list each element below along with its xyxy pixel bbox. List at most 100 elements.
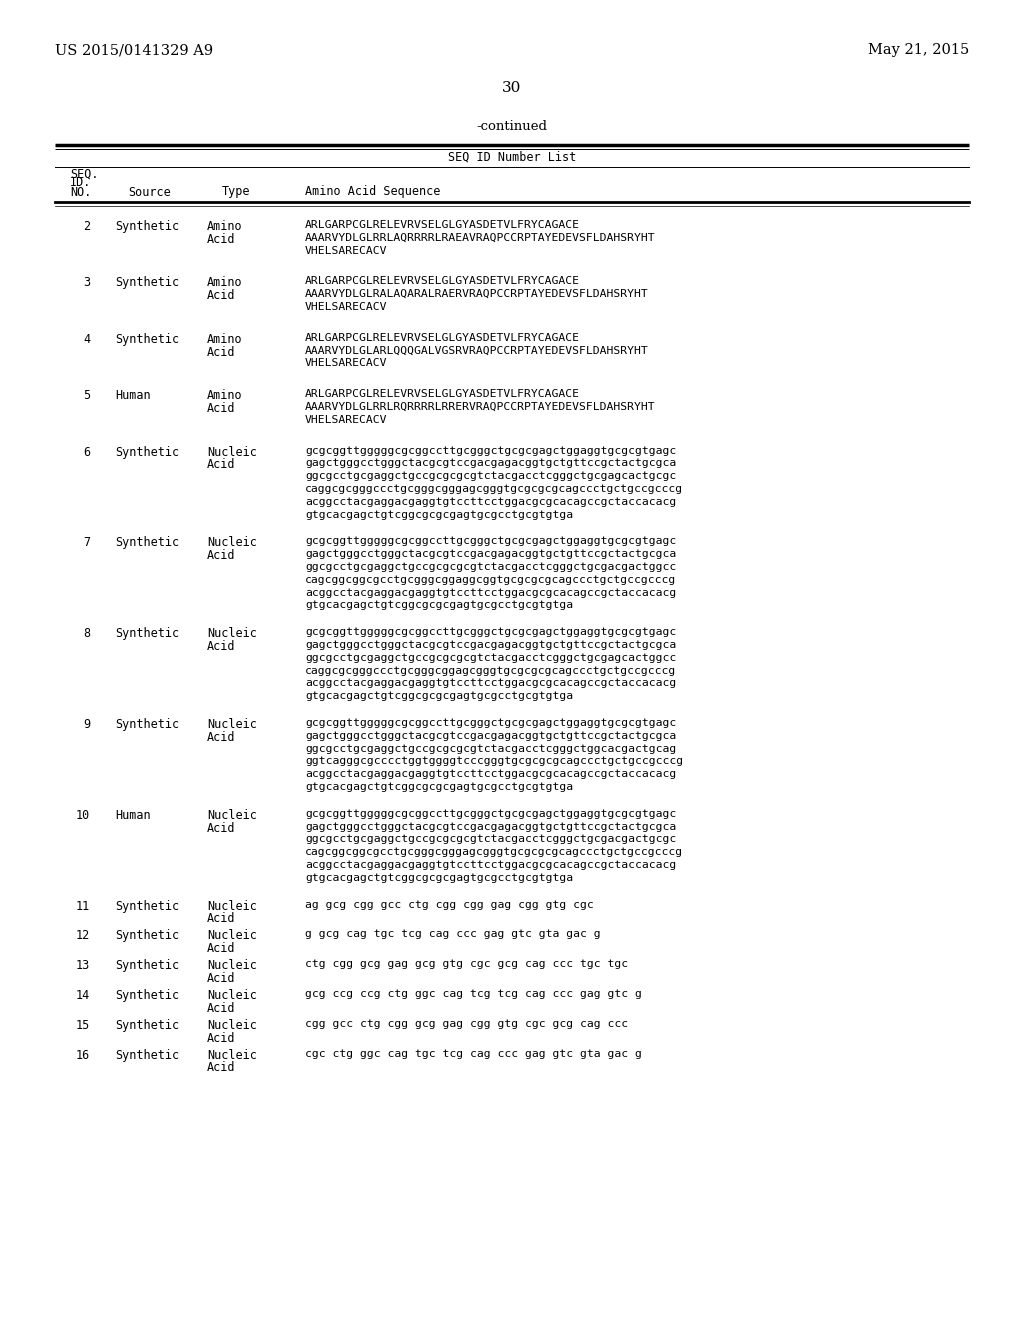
- Text: 16: 16: [76, 1048, 90, 1061]
- Text: Synthetic: Synthetic: [115, 627, 179, 640]
- Text: Nucleic: Nucleic: [207, 809, 257, 822]
- Text: Synthetic: Synthetic: [115, 960, 179, 973]
- Text: Synthetic: Synthetic: [115, 718, 179, 731]
- Text: VHELSARECACV: VHELSARECACV: [305, 246, 387, 256]
- Text: 2: 2: [83, 220, 90, 234]
- Text: gagctgggcctgggctacgcgtccgacgagacggtgctgttccgctactgcgca: gagctgggcctgggctacgcgtccgacgagacggtgctgt…: [305, 821, 676, 832]
- Text: ggcgcctgcgaggctgccgcgcgcgtctacgacctcgggctgcgagcactggcc: ggcgcctgcgaggctgccgcgcgcgtctacgacctcgggc…: [305, 653, 676, 663]
- Text: VHELSARECACV: VHELSARECACV: [305, 359, 387, 368]
- Text: gtgcacgagctgtcggcgcgcgagtgcgcctgcgtgtga: gtgcacgagctgtcggcgcgcgagtgcgcctgcgtgtga: [305, 601, 573, 610]
- Text: Synthetic: Synthetic: [115, 276, 179, 289]
- Text: cagcggcggcgcctgcgggcgggagcgggtgcgcgcgcagccctgctgccgcccg: cagcggcggcgcctgcgggcgggagcgggtgcgcgcgcag…: [305, 847, 683, 857]
- Text: acggcctacgaggacgaggtgtccttcctggacgcgcacagccgctaccacacg: acggcctacgaggacgaggtgtccttcctggacgcgcaca…: [305, 587, 676, 598]
- Text: Nucleic: Nucleic: [207, 960, 257, 973]
- Text: Acid: Acid: [207, 458, 236, 471]
- Text: gcgcggttgggggcgcggccttgcgggctgcgcgagctggaggtgcgcgtgagc: gcgcggttgggggcgcggccttgcgggctgcgcgagctgg…: [305, 809, 676, 818]
- Text: ggtcagggcgcccctggtggggtcccgggtgcgcgcgcagccctgctgccgcccg: ggtcagggcgcccctggtggggtcccgggtgcgcgcgcag…: [305, 756, 683, 767]
- Text: AAARVYDLGLRRLAQRRRRLRAEAVRAQPCCRPTAYEDEVSFLDAHSRYHT: AAARVYDLGLRRLAQRRRRLRAEAVRAQPCCRPTAYEDEV…: [305, 232, 655, 243]
- Text: ggcgcctgcgaggctgccgcgcgcgtctacgacctcgggctgcgacgactgcgc: ggcgcctgcgaggctgccgcgcgcgtctacgacctcgggc…: [305, 834, 676, 845]
- Text: 5: 5: [83, 389, 90, 403]
- Text: Acid: Acid: [207, 972, 236, 985]
- Text: ARLGARPCGLRELEVRVSELGLGYASDETVLFRYCAGACE: ARLGARPCGLRELEVRVSELGLGYASDETVLFRYCAGACE: [305, 389, 580, 399]
- Text: acggcctacgaggacgaggtgtccttcctggacgcgcacagccgctaccacacg: acggcctacgaggacgaggtgtccttcctggacgcgcaca…: [305, 861, 676, 870]
- Text: Nucleic: Nucleic: [207, 718, 257, 731]
- Text: gtgcacgagctgtcggcgcgcgagtgcgcctgcgtgtga: gtgcacgagctgtcggcgcgcgagtgcgcctgcgtgtga: [305, 873, 573, 883]
- Text: g gcg cag tgc tcg cag ccc gag gtc gta gac g: g gcg cag tgc tcg cag ccc gag gtc gta ga…: [305, 929, 601, 940]
- Text: AAARVYDLGLRRLRQRRRRLRRERVRAQPCCRPTAYEDEVSFLDAHSRYHT: AAARVYDLGLRRLRQRRRRLRRERVRAQPCCRPTAYEDEV…: [305, 403, 655, 412]
- Text: Amino Acid Sequence: Amino Acid Sequence: [305, 186, 440, 198]
- Text: Synthetic: Synthetic: [115, 929, 179, 942]
- Text: Acid: Acid: [207, 912, 236, 925]
- Text: SEQ.: SEQ.: [70, 168, 98, 181]
- Text: Nucleic: Nucleic: [207, 627, 257, 640]
- Text: 11: 11: [76, 900, 90, 912]
- Text: gagctgggcctgggctacgcgtccgacgagacggtgctgttccgctactgcgca: gagctgggcctgggctacgcgtccgacgagacggtgctgt…: [305, 731, 676, 741]
- Text: Nucleic: Nucleic: [207, 536, 257, 549]
- Text: ctg cgg gcg gag gcg gtg cgc gcg cag ccc tgc tgc: ctg cgg gcg gag gcg gtg cgc gcg cag ccc …: [305, 960, 628, 969]
- Text: gagctgggcctgggctacgcgtccgacgagacggtgctgttccgctactgcgca: gagctgggcctgggctacgcgtccgacgagacggtgctgt…: [305, 640, 676, 649]
- Text: Nucleic: Nucleic: [207, 900, 257, 912]
- Text: gcgcggttgggggcgcggccttgcgggctgcgcgagctggaggtgcgcgtgagc: gcgcggttgggggcgcggccttgcgggctgcgcgagctgg…: [305, 536, 676, 546]
- Text: Acid: Acid: [207, 640, 236, 653]
- Text: AAARVYDLGLARLQQQGALVGSRVRAQPCCRPTAYEDEVSFLDAHSRYHT: AAARVYDLGLARLQQQGALVGSRVRAQPCCRPTAYEDEVS…: [305, 346, 649, 355]
- Text: 14: 14: [76, 989, 90, 1002]
- Text: acggcctacgaggacgaggtgtccttcctggacgcgcacagccgctaccacacg: acggcctacgaggacgaggtgtccttcctggacgcgcaca…: [305, 770, 676, 779]
- Text: 9: 9: [83, 718, 90, 731]
- Text: cagcggcggcgcctgcgggcggaggcggtgcgcgcgcagccctgctgccgcccg: cagcggcggcgcctgcgggcggaggcggtgcgcgcgcagc…: [305, 574, 676, 585]
- Text: Amino: Amino: [207, 333, 243, 346]
- Text: gagctgggcctgggctacgcgtccgacgagacggtgctgttccgctactgcgca: gagctgggcctgggctacgcgtccgacgagacggtgctgt…: [305, 549, 676, 560]
- Text: VHELSARECACV: VHELSARECACV: [305, 302, 387, 312]
- Text: Synthetic: Synthetic: [115, 333, 179, 346]
- Text: acggcctacgaggacgaggtgtccttcctggacgcgcacagccgctaccacacg: acggcctacgaggacgaggtgtccttcctggacgcgcaca…: [305, 678, 676, 689]
- Text: 13: 13: [76, 960, 90, 973]
- Text: caggcgcgggccctgcgggcggagcgggtgcgcgcgcagccctgctgccgcccg: caggcgcgggccctgcgggcggagcgggtgcgcgcgcagc…: [305, 665, 676, 676]
- Text: 8: 8: [83, 627, 90, 640]
- Text: cgg gcc ctg cgg gcg gag cgg gtg cgc gcg cag ccc: cgg gcc ctg cgg gcg gag cgg gtg cgc gcg …: [305, 1019, 628, 1028]
- Text: ID.: ID.: [70, 177, 91, 190]
- Text: ag gcg cgg gcc ctg cgg cgg gag cgg gtg cgc: ag gcg cgg gcc ctg cgg cgg gag cgg gtg c…: [305, 900, 594, 909]
- Text: ggcgcctgcgaggctgccgcgcgcgtctacgacctcgggctgcgagcactgcgc: ggcgcctgcgaggctgccgcgcgcgtctacgacctcgggc…: [305, 471, 676, 482]
- Text: SEQ ID Number List: SEQ ID Number List: [447, 150, 577, 164]
- Text: AAARVYDLGLRALAQARALRAERVRAQPCCRPTAYEDEVSFLDAHSRYHT: AAARVYDLGLRALAQARALRAERVRAQPCCRPTAYEDEVS…: [305, 289, 649, 300]
- Text: 7: 7: [83, 536, 90, 549]
- Text: Source: Source: [128, 186, 171, 198]
- Text: gcgcggttgggggcgcggccttgcgggctgcgcgagctggaggtgcgcgtgagc: gcgcggttgggggcgcggccttgcgggctgcgcgagctgg…: [305, 446, 676, 455]
- Text: Acid: Acid: [207, 289, 236, 302]
- Text: Amino: Amino: [207, 276, 243, 289]
- Text: ARLGARPCGLRELEVRVSELGLGYASDETVLFRYCAGACE: ARLGARPCGLRELEVRVSELGLGYASDETVLFRYCAGACE: [305, 220, 580, 230]
- Text: May 21, 2015: May 21, 2015: [867, 44, 969, 57]
- Text: gcgcggttgggggcgcggccttgcgggctgcgcgagctggaggtgcgcgtgagc: gcgcggttgggggcgcggccttgcgggctgcgcgagctgg…: [305, 718, 676, 729]
- Text: Nucleic: Nucleic: [207, 1019, 257, 1032]
- Text: Acid: Acid: [207, 549, 236, 562]
- Text: Nucleic: Nucleic: [207, 989, 257, 1002]
- Text: Synthetic: Synthetic: [115, 446, 179, 458]
- Text: Acid: Acid: [207, 346, 236, 359]
- Text: -continued: -continued: [476, 120, 548, 133]
- Text: caggcgcgggccctgcgggcgggagcgggtgcgcgcgcagccctgctgccgcccg: caggcgcgggccctgcgggcgggagcgggtgcgcgcgcag…: [305, 484, 683, 494]
- Text: 4: 4: [83, 333, 90, 346]
- Text: VHELSARECACV: VHELSARECACV: [305, 414, 387, 425]
- Text: 3: 3: [83, 276, 90, 289]
- Text: cgc ctg ggc cag tgc tcg cag ccc gag gtc gta gac g: cgc ctg ggc cag tgc tcg cag ccc gag gtc …: [305, 1048, 642, 1059]
- Text: ARLGARPCGLRELEVRVSELGLGYASDETVLFRYCAGACE: ARLGARPCGLRELEVRVSELGLGYASDETVLFRYCAGACE: [305, 333, 580, 343]
- Text: Human: Human: [115, 389, 151, 403]
- Text: Synthetic: Synthetic: [115, 536, 179, 549]
- Text: Acid: Acid: [207, 1032, 236, 1044]
- Text: Type: Type: [222, 186, 251, 198]
- Text: ggcgcctgcgaggctgccgcgcgcgtctacgacctcgggctggcacgactgcag: ggcgcctgcgaggctgccgcgcgcgtctacgacctcgggc…: [305, 743, 676, 754]
- Text: gcgcggttgggggcgcggccttgcgggctgcgcgagctggaggtgcgcgtgagc: gcgcggttgggggcgcggccttgcgggctgcgcgagctgg…: [305, 627, 676, 638]
- Text: gtgcacgagctgtcggcgcgcgagtgcgcctgcgtgtga: gtgcacgagctgtcggcgcgcgagtgcgcctgcgtgtga: [305, 692, 573, 701]
- Text: Synthetic: Synthetic: [115, 220, 179, 234]
- Text: acggcctacgaggacgaggtgtccttcctggacgcgcacagccgctaccacacg: acggcctacgaggacgaggtgtccttcctggacgcgcaca…: [305, 496, 676, 507]
- Text: US 2015/0141329 A9: US 2015/0141329 A9: [55, 44, 213, 57]
- Text: Synthetic: Synthetic: [115, 1019, 179, 1032]
- Text: NO.: NO.: [70, 186, 91, 198]
- Text: Synthetic: Synthetic: [115, 900, 179, 912]
- Text: Acid: Acid: [207, 1061, 236, 1074]
- Text: Acid: Acid: [207, 821, 236, 834]
- Text: Amino: Amino: [207, 220, 243, 234]
- Text: Acid: Acid: [207, 942, 236, 956]
- Text: 15: 15: [76, 1019, 90, 1032]
- Text: gtgcacgagctgtcggcgcgcgagtgcgcctgcgtgtga: gtgcacgagctgtcggcgcgcgagtgcgcctgcgtgtga: [305, 781, 573, 792]
- Text: Synthetic: Synthetic: [115, 989, 179, 1002]
